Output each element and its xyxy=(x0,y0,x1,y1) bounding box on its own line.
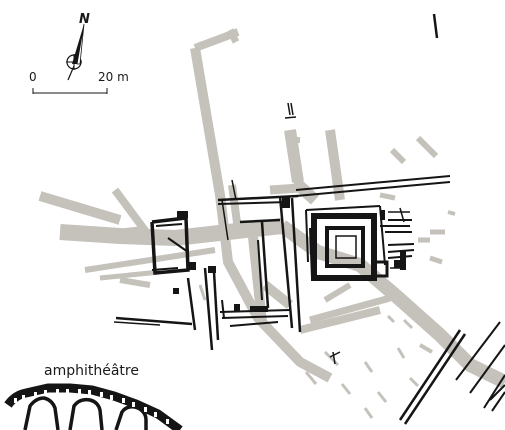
north-label: N xyxy=(79,12,90,27)
scale-start-label: 0 xyxy=(29,70,37,84)
amphitheatre-ruins xyxy=(4,383,183,430)
excavated-walls xyxy=(113,13,505,425)
north-arrow-icon xyxy=(66,23,85,81)
scale-bar xyxy=(32,88,108,94)
restored-walls xyxy=(38,28,505,419)
scale-end-label: 20 m xyxy=(98,70,129,84)
amphitheatre-label: amphithéâtre xyxy=(44,363,139,379)
